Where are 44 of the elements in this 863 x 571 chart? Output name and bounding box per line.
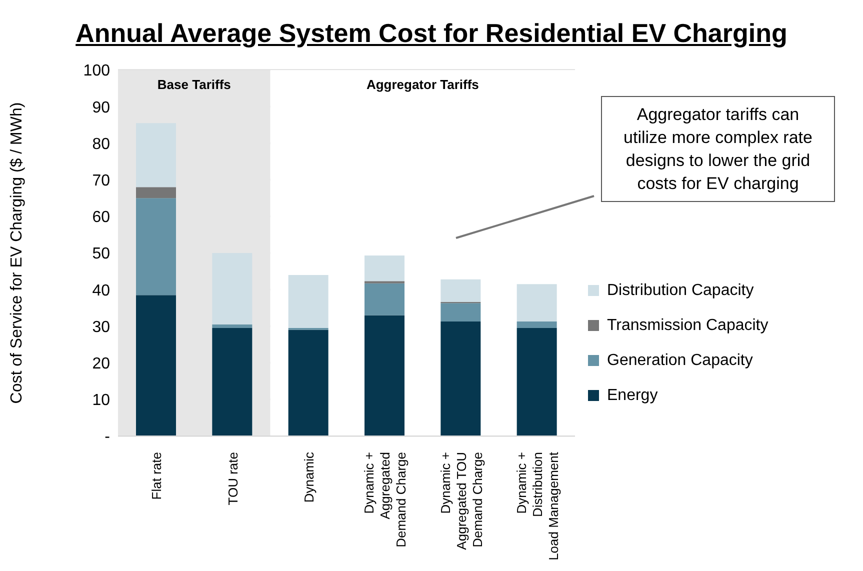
- x-tick-label: Flat rate: [149, 452, 164, 500]
- bar: [364, 256, 404, 282]
- bar: [136, 295, 176, 436]
- bar: [440, 321, 481, 436]
- bar: [212, 324, 252, 328]
- bar: [364, 315, 404, 436]
- text: Aggregator tariffs can utilize more complex rate designs to lower the grid costs for EV charging: [601, 96, 835, 202]
- bar: [364, 283, 404, 316]
- bar: [516, 321, 557, 328]
- bar: [288, 330, 328, 436]
- y-tick-label: 70: [92, 172, 110, 190]
- legend-label: Transmission Capacity: [607, 316, 768, 334]
- x-tick-label: TOU rate: [225, 452, 240, 506]
- chart-title: Annual Average System Cost for Residential EV Charging: [74, 18, 788, 49]
- x-tick-label: Dynamic + Distribution Load Management: [514, 452, 561, 560]
- legend-label: Distribution Capacity: [607, 282, 754, 300]
- bar: [136, 187, 176, 198]
- band-label: Aggregator Tariffs: [366, 77, 479, 92]
- bar: [516, 284, 557, 322]
- legend-label: Generation Capacity: [607, 352, 753, 370]
- y-tick-label: 90: [92, 99, 110, 116]
- y-tick-label: 60: [92, 209, 110, 226]
- bar: [212, 328, 252, 436]
- y-tick-label: -: [104, 428, 110, 446]
- bar: [516, 328, 557, 436]
- y-axis-title: Cost of Service for EV Charging ($ / MWh): [8, 102, 26, 404]
- bar: [136, 198, 176, 296]
- bar: [288, 274, 328, 328]
- y-tick-label: 20: [92, 355, 110, 372]
- y-tick-label: 10: [92, 392, 110, 410]
- x-tick-label: Dynamic: [301, 452, 316, 503]
- bar: [440, 279, 481, 302]
- y-tick-label: 100: [83, 62, 110, 80]
- band-label: Base Tariffs: [157, 77, 231, 92]
- y-tick-label: 30: [92, 318, 110, 336]
- y-tick-label: 50: [92, 246, 110, 263]
- y-tick-label: 40: [92, 282, 110, 300]
- bar: [440, 303, 481, 322]
- bar: [212, 253, 252, 324]
- bar: [136, 123, 176, 188]
- legend-label: Energy: [607, 386, 658, 404]
- y-tick-label: 80: [92, 136, 110, 153]
- x-tick-label: Dynamic + Aggregated TOU Demand Charge: [438, 452, 485, 550]
- x-tick-label: Dynamic + Aggregated Demand Charge: [362, 452, 409, 548]
